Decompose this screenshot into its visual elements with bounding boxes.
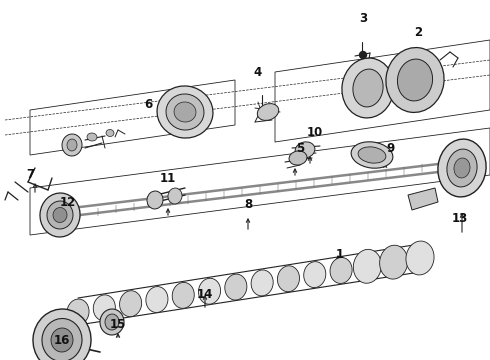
Text: 7: 7 xyxy=(26,168,34,181)
Ellipse shape xyxy=(386,48,444,112)
Ellipse shape xyxy=(105,314,119,330)
Ellipse shape xyxy=(277,266,299,292)
Ellipse shape xyxy=(147,191,163,209)
Ellipse shape xyxy=(397,59,433,101)
Text: 5: 5 xyxy=(296,141,304,154)
Text: 15: 15 xyxy=(110,319,126,332)
Ellipse shape xyxy=(438,139,486,197)
Ellipse shape xyxy=(174,102,196,122)
Ellipse shape xyxy=(353,69,383,107)
Text: 9: 9 xyxy=(386,141,394,154)
Ellipse shape xyxy=(251,270,273,296)
Text: 13: 13 xyxy=(452,211,468,225)
Ellipse shape xyxy=(330,257,352,283)
Ellipse shape xyxy=(33,309,91,360)
Ellipse shape xyxy=(351,142,393,168)
Ellipse shape xyxy=(120,291,142,317)
Ellipse shape xyxy=(447,149,477,187)
Text: 8: 8 xyxy=(244,198,252,211)
Ellipse shape xyxy=(62,134,82,156)
Ellipse shape xyxy=(342,58,394,118)
Ellipse shape xyxy=(172,283,194,309)
Ellipse shape xyxy=(87,133,97,141)
Text: 4: 4 xyxy=(254,66,262,78)
Text: 10: 10 xyxy=(307,126,323,139)
Ellipse shape xyxy=(53,207,67,222)
Ellipse shape xyxy=(225,274,247,300)
Text: 3: 3 xyxy=(359,12,367,24)
Ellipse shape xyxy=(40,193,80,237)
Ellipse shape xyxy=(100,309,124,335)
Ellipse shape xyxy=(289,151,307,165)
Text: 14: 14 xyxy=(197,288,213,302)
Ellipse shape xyxy=(47,201,73,229)
Ellipse shape xyxy=(295,142,315,158)
Text: 2: 2 xyxy=(414,26,422,39)
Ellipse shape xyxy=(406,241,434,275)
Text: 6: 6 xyxy=(144,99,152,112)
Text: 16: 16 xyxy=(54,333,70,346)
Ellipse shape xyxy=(146,287,168,312)
Ellipse shape xyxy=(67,139,77,151)
Ellipse shape xyxy=(157,86,213,138)
Ellipse shape xyxy=(198,278,220,304)
Text: 11: 11 xyxy=(160,171,176,184)
Ellipse shape xyxy=(42,319,82,360)
Ellipse shape xyxy=(304,262,326,288)
Ellipse shape xyxy=(353,249,381,283)
Ellipse shape xyxy=(168,188,182,204)
Circle shape xyxy=(360,51,367,58)
Ellipse shape xyxy=(358,147,386,163)
Ellipse shape xyxy=(380,245,408,279)
Text: 1: 1 xyxy=(336,248,344,261)
Ellipse shape xyxy=(67,299,89,325)
Ellipse shape xyxy=(51,328,73,352)
Ellipse shape xyxy=(454,158,470,178)
Ellipse shape xyxy=(257,104,279,120)
Ellipse shape xyxy=(93,295,115,321)
Ellipse shape xyxy=(166,94,204,130)
Polygon shape xyxy=(408,188,438,210)
Ellipse shape xyxy=(106,130,114,136)
Text: 12: 12 xyxy=(60,195,76,208)
